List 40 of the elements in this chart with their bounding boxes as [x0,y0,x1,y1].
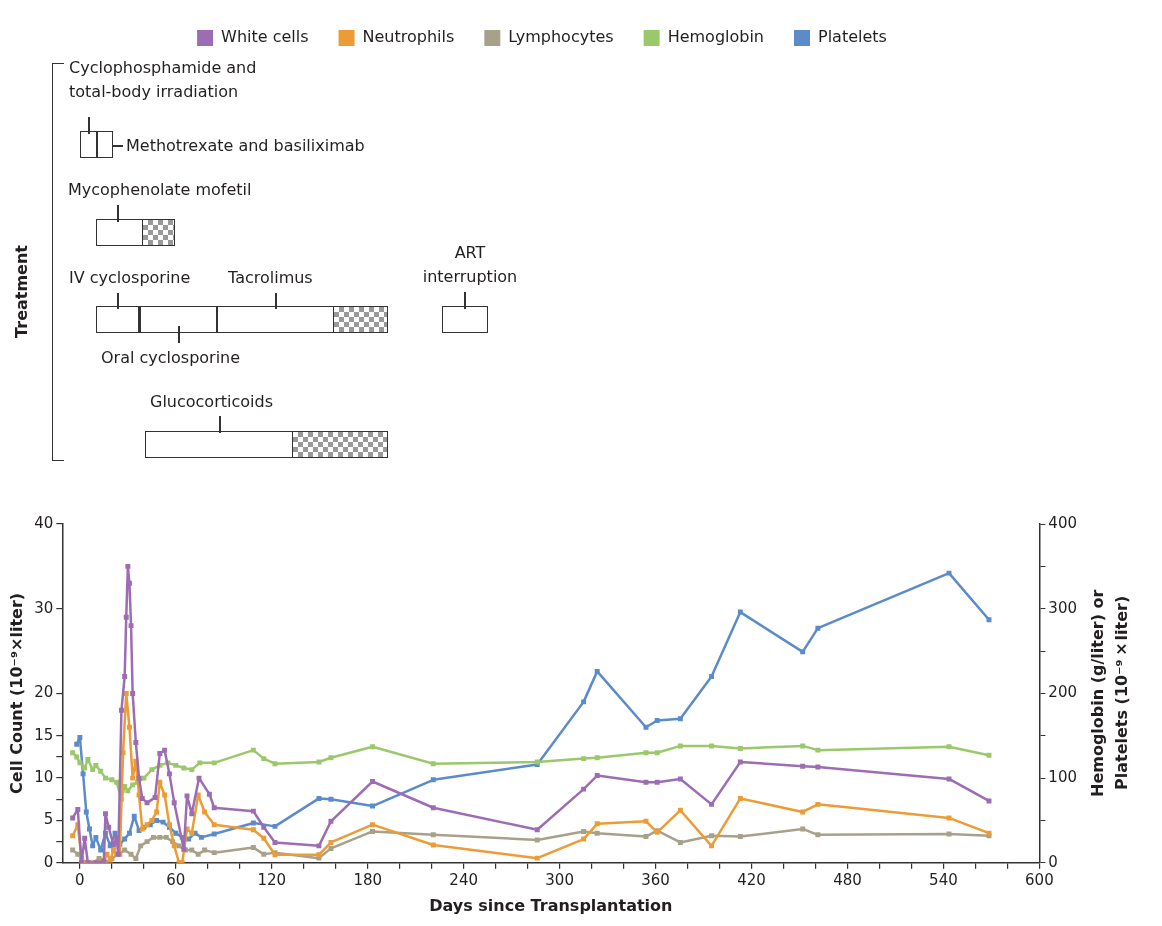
y-tick-label: 20 [34,683,54,702]
text: Methotrexate and basiliximab [126,135,365,157]
text: Cyclophosphamide and total-body irradiation [69,57,258,103]
y-tick-label: 15 [34,725,54,744]
y-tick-label: 30 [34,598,54,617]
x-tick-label: 600 [1025,870,1054,889]
y2-tick-label: 400 [1048,513,1078,532]
y2-tick-label: 0 [1048,852,1058,871]
x-tick-label: 540 [929,870,958,889]
y2-tick-label: 300 [1048,598,1078,617]
legend-label: Lymphocytes [508,27,614,47]
x-tick-label: 360 [641,870,670,889]
text: Oral cyclosporine [101,347,241,369]
text: IV cyclosporine [69,267,191,289]
y-tick-label: 10 [34,767,54,786]
x-tick-label: 180 [353,870,383,889]
x-tick-label: 420 [737,870,766,889]
y-axis-title: Cell Count (10⁻⁹×liter) [6,592,26,794]
text: Glucocorticoids [150,391,273,413]
y2-axis-title: Hemoglobin (g/liter) or Platelets (10⁻⁹×liter) [1087,588,1132,800]
legend-label: Platelets [818,27,887,47]
text: Treatment [12,245,31,338]
x-axis-title: Days since Transplantation [429,895,673,915]
y2-tick-label: 200 [1048,683,1078,702]
text: Tacrolimus [228,267,313,289]
y-tick-label: 5 [43,810,54,829]
legend-label: Hemoglobin [667,27,765,47]
x-tick-label: 60 [166,870,186,889]
text: Mycophenolate mofetil [68,179,252,201]
y-tick-label: 0 [43,852,54,871]
x-tick-label: 120 [257,870,287,889]
x-tick-label: 300 [545,870,574,889]
y2-tick-label: 100 [1048,767,1078,786]
legend-label: White cells [221,27,309,47]
x-tick-label: 480 [833,870,862,889]
x-tick-label: 240 [449,870,478,889]
text: ART interruption [421,242,519,288]
y-tick-label: 40 [34,513,54,532]
x-tick-label: 0 [75,870,85,889]
legend-label: Neutrophils [362,27,455,47]
